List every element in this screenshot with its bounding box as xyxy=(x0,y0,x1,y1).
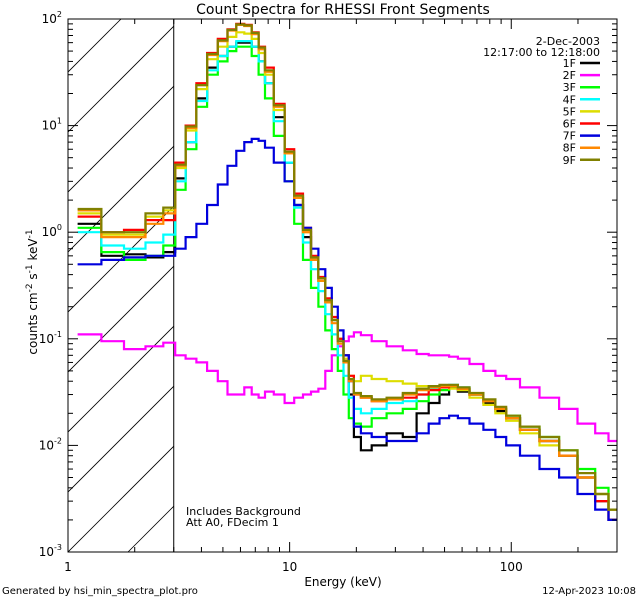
x-axis-ticks: 1 10 100 xyxy=(64,19,618,574)
y-tick-label: 101 xyxy=(42,117,62,133)
plot-frame xyxy=(67,18,618,553)
series-line-7F xyxy=(77,137,617,521)
note-line: Att A0, FDecim 1 xyxy=(186,516,279,529)
legend-label-1F: 1F xyxy=(563,57,576,70)
chart-title: Count Spectra for RHESSI Front Segments xyxy=(196,2,490,18)
hatch-line xyxy=(68,445,174,552)
footer-generated-by: Generated by hsi_min_spectra_plot.pro xyxy=(2,586,198,597)
footer-timestamp: 12-Apr-2023 10:08 xyxy=(542,586,636,597)
legend-label-7F: 7F xyxy=(563,130,576,143)
x-tick-label: 1 xyxy=(64,560,72,574)
hatch-line xyxy=(68,25,174,133)
series-line-2F xyxy=(77,331,617,443)
legend-label-4F: 4F xyxy=(563,93,576,106)
time-range-label: 12:17:00 to 12:18:00 xyxy=(483,46,600,59)
date-label: 2-Dec-2003 xyxy=(536,35,600,48)
legend-label-9F: 9F xyxy=(563,154,576,167)
series-line-9F xyxy=(77,23,617,511)
y-axis-label: counts cm-2 s-1 keV-1 xyxy=(25,229,40,354)
hatch-line xyxy=(68,385,174,493)
y-tick-label: 102 xyxy=(42,10,62,26)
attenuator-hatch-region xyxy=(68,19,174,552)
y-tick-label: 10-3 xyxy=(39,543,62,559)
hatch-line xyxy=(68,205,174,313)
hatch-line xyxy=(68,265,174,373)
legend-label-2F: 2F xyxy=(563,69,576,82)
y-tick-label: 10-1 xyxy=(39,330,62,346)
legend-label-5F: 5F xyxy=(563,105,576,118)
series-lines xyxy=(77,22,617,521)
y-tick-label: 10-2 xyxy=(39,436,62,452)
y-axis-ticks: 10-3 10-2 10-1 100 101 102 xyxy=(39,10,617,559)
legend-label-3F: 3F xyxy=(563,81,576,94)
x-tick-label: 100 xyxy=(500,560,523,574)
note-line: Includes Background xyxy=(186,505,301,518)
y-tick-label: 100 xyxy=(42,223,62,239)
legend-label-8F: 8F xyxy=(563,142,576,155)
x-tick-label: 10 xyxy=(282,560,297,574)
legend-label-6F: 6F xyxy=(563,118,576,131)
x-axis-label: Energy (keV) xyxy=(304,575,381,589)
